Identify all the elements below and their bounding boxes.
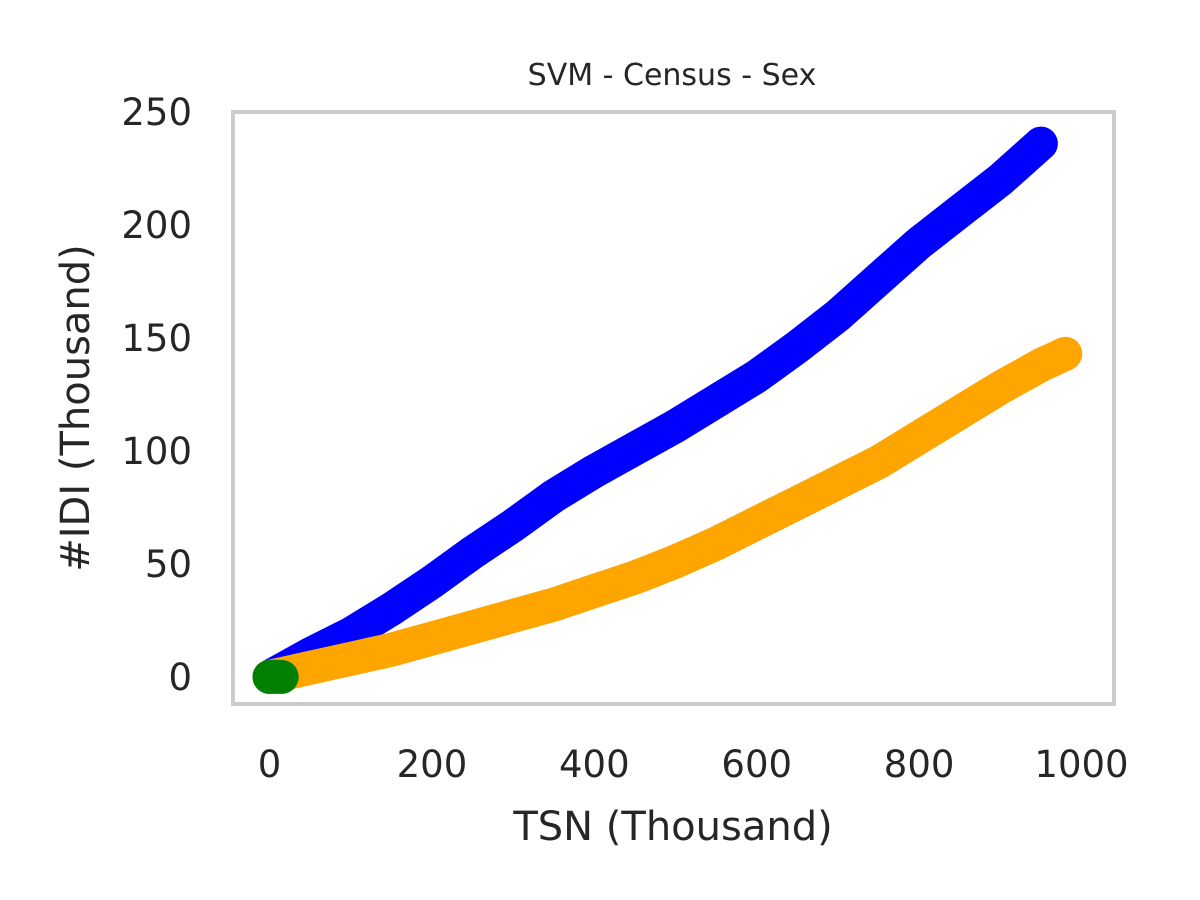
- chart-title: SVM - Census - Sex: [528, 58, 817, 93]
- x-tick-label: 400: [559, 743, 630, 786]
- y-tick-labels: 0 50 100 150 200 250: [121, 91, 192, 699]
- y-tick-label: 50: [145, 543, 192, 586]
- y-tick-label: 0: [168, 656, 192, 699]
- y-tick-label: 150: [121, 317, 192, 360]
- x-tick-label: 0: [258, 743, 282, 786]
- x-axis-label: TSN (Thousand): [512, 804, 832, 850]
- y-tick-label: 100: [121, 430, 192, 473]
- x-tick-label: 600: [721, 743, 792, 786]
- y-tick-label: 250: [121, 91, 192, 134]
- y-tick-label: 200: [121, 204, 192, 247]
- y-axis-label: #IDI (Thousand): [53, 244, 99, 572]
- x-tick-label: 1000: [1034, 743, 1128, 786]
- series-layer: [252, 126, 1083, 694]
- series-line-1: [252, 336, 1083, 694]
- x-tick-label: 800: [884, 743, 955, 786]
- plot-frame: [231, 110, 1116, 706]
- x-tick-label: 200: [397, 743, 468, 786]
- series-line-0: [252, 126, 1058, 694]
- x-tick-labels: 0 200 400 600 800 1000: [258, 743, 1129, 786]
